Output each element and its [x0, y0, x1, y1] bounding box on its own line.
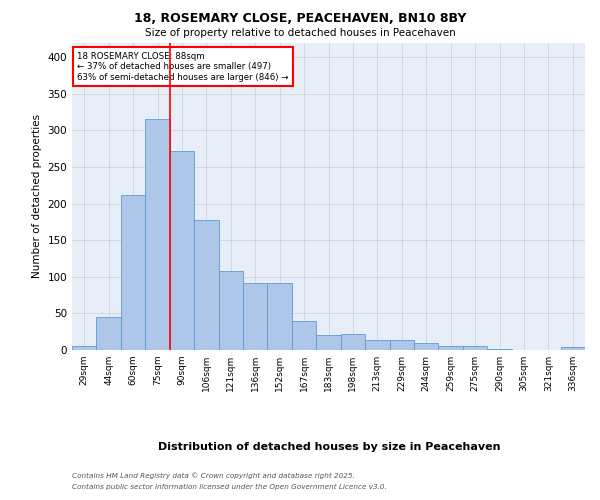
- Bar: [292, 320, 316, 350]
- Bar: [389, 340, 414, 350]
- Bar: [268, 284, 292, 350]
- Bar: [560, 347, 585, 350]
- Text: Contains public sector information licensed under the Open Government Licence v3: Contains public sector information licen…: [72, 484, 387, 490]
- Bar: [121, 195, 145, 350]
- Bar: [218, 271, 243, 350]
- Bar: [316, 334, 341, 350]
- Bar: [365, 340, 389, 350]
- Y-axis label: Number of detached properties: Number of detached properties: [32, 114, 42, 278]
- Text: Size of property relative to detached houses in Peacehaven: Size of property relative to detached ho…: [145, 28, 455, 38]
- Bar: [170, 151, 194, 350]
- Bar: [97, 317, 121, 350]
- Text: Contains HM Land Registry data © Crown copyright and database right 2025.: Contains HM Land Registry data © Crown c…: [72, 472, 355, 479]
- Bar: [72, 346, 97, 350]
- Text: Distribution of detached houses by size in Peacehaven: Distribution of detached houses by size …: [158, 442, 500, 452]
- Bar: [243, 284, 268, 350]
- Bar: [439, 346, 463, 350]
- Text: 18, ROSEMARY CLOSE, PEACEHAVEN, BN10 8BY: 18, ROSEMARY CLOSE, PEACEHAVEN, BN10 8BY: [134, 12, 466, 26]
- Bar: [341, 334, 365, 350]
- Bar: [414, 342, 439, 350]
- Bar: [463, 346, 487, 350]
- Bar: [145, 120, 170, 350]
- Text: 18 ROSEMARY CLOSE: 88sqm
← 37% of detached houses are smaller (497)
63% of semi-: 18 ROSEMARY CLOSE: 88sqm ← 37% of detach…: [77, 52, 289, 82]
- Bar: [487, 348, 512, 350]
- Bar: [194, 220, 218, 350]
